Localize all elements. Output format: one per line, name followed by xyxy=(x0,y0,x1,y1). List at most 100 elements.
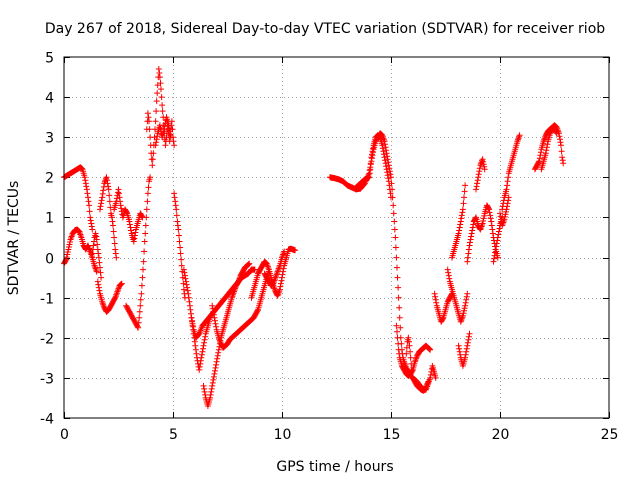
data-point xyxy=(183,281,190,288)
data-point xyxy=(397,324,404,331)
data-point xyxy=(105,186,112,193)
data-point xyxy=(462,182,469,189)
data-point xyxy=(366,170,373,177)
data-point xyxy=(408,360,415,367)
data-point xyxy=(93,268,100,275)
data-point xyxy=(201,388,208,395)
data-point xyxy=(209,302,216,309)
data-point xyxy=(155,66,162,72)
data-point xyxy=(384,172,391,179)
data-point xyxy=(146,126,153,133)
data-point xyxy=(185,294,192,301)
data-point xyxy=(407,354,414,361)
data-point xyxy=(544,141,551,148)
data-point xyxy=(153,108,160,115)
data-point xyxy=(142,222,149,229)
data-point xyxy=(111,240,118,247)
data-point xyxy=(181,269,188,276)
data-point xyxy=(504,200,511,207)
x-tick-label: 25 xyxy=(601,427,619,443)
data-point xyxy=(486,209,493,216)
data-point xyxy=(211,370,218,377)
data-point xyxy=(90,242,97,249)
data-point xyxy=(171,194,178,201)
data-point xyxy=(474,180,481,187)
data-point xyxy=(167,134,174,141)
data-point xyxy=(463,348,470,355)
data-point xyxy=(395,294,402,301)
data-point xyxy=(83,183,90,190)
data-point xyxy=(141,248,148,255)
data-point xyxy=(393,322,400,329)
data-point xyxy=(198,354,205,361)
data-point xyxy=(503,186,510,193)
data-point xyxy=(178,262,185,269)
data-point xyxy=(144,198,151,205)
data-point xyxy=(150,150,157,157)
data-point xyxy=(493,240,500,247)
data-point xyxy=(560,160,567,167)
data-point xyxy=(504,178,511,185)
data-point xyxy=(171,142,178,149)
data-point xyxy=(458,212,465,219)
data-point xyxy=(116,190,122,197)
data-point xyxy=(395,284,402,291)
data-point xyxy=(281,248,288,255)
data-point xyxy=(464,339,471,346)
data-point xyxy=(427,346,434,353)
y-tick-label: -3 xyxy=(40,372,54,388)
data-point xyxy=(113,254,120,261)
data-point xyxy=(143,214,150,221)
data-point xyxy=(87,217,94,224)
data-point xyxy=(446,275,453,282)
data-point xyxy=(149,156,156,163)
data-point xyxy=(200,342,207,349)
data-point xyxy=(459,206,466,213)
x-tick-label: 0 xyxy=(60,427,69,443)
data-point xyxy=(388,194,394,201)
data-point xyxy=(392,244,399,251)
data-point xyxy=(396,314,403,321)
data-point xyxy=(95,281,102,288)
data-point xyxy=(468,233,475,240)
data-point xyxy=(368,151,375,158)
data-point xyxy=(210,376,217,383)
data-point xyxy=(86,202,93,209)
data-point xyxy=(139,274,146,281)
data-point xyxy=(406,342,413,349)
data-point xyxy=(209,382,216,389)
data-point xyxy=(145,184,152,191)
data-point xyxy=(161,123,168,130)
data-point xyxy=(153,139,160,146)
data-point xyxy=(432,293,439,300)
data-point xyxy=(106,198,113,205)
data-point xyxy=(405,334,412,341)
data-point xyxy=(126,221,133,228)
data-point xyxy=(495,228,502,235)
y-tick-label: 4 xyxy=(45,91,54,107)
data-point xyxy=(464,254,471,261)
x-tick-label: 15 xyxy=(383,427,401,443)
y-tick-label: 2 xyxy=(45,171,54,187)
data-point xyxy=(494,254,501,261)
chart-title: Day 267 of 2018, Sidereal Day-to-day VTE… xyxy=(45,21,605,37)
data-point xyxy=(199,348,206,355)
data-point xyxy=(388,174,394,181)
data-point xyxy=(251,266,258,273)
data-point xyxy=(142,230,149,237)
x-tick-label: 5 xyxy=(169,427,178,443)
data-point xyxy=(553,129,560,136)
data-point xyxy=(467,239,473,246)
data-point xyxy=(158,94,165,101)
data-point xyxy=(367,160,374,167)
data-point xyxy=(207,391,214,398)
data-point xyxy=(177,250,184,257)
data-point xyxy=(383,166,390,173)
data-point xyxy=(433,299,440,306)
data-point xyxy=(394,328,400,335)
data-point xyxy=(154,90,161,97)
data-point xyxy=(382,157,388,164)
data-point xyxy=(487,215,494,222)
data-point xyxy=(84,190,91,197)
